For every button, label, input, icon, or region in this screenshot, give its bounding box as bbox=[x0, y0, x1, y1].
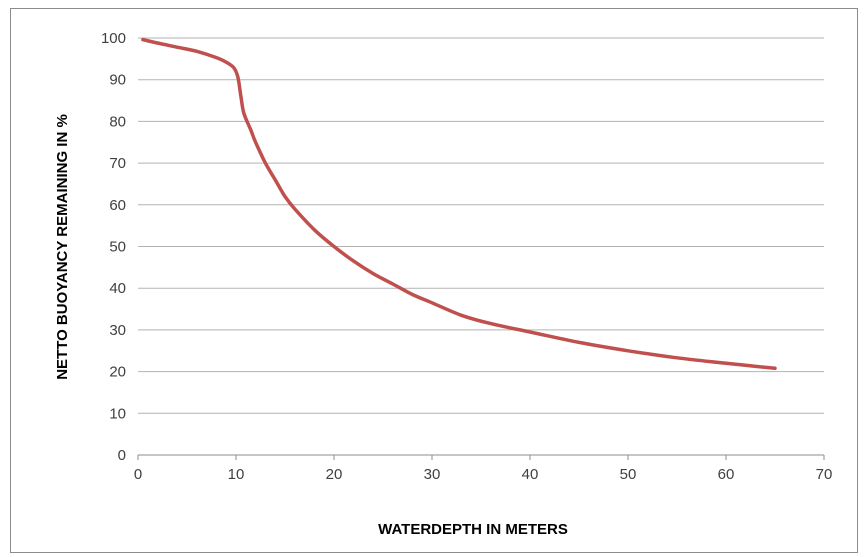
y-tick-label-40: 40 bbox=[109, 280, 126, 297]
x-tick-label-0: 0 bbox=[134, 466, 142, 483]
chart-frame: 0 10 20 30 40 50 60 70 80 90 100 0 10 20 30 40 50 60 70 WA… bbox=[10, 8, 858, 553]
y-tick-label-20: 20 bbox=[109, 364, 126, 381]
x-tick-label-20: 20 bbox=[326, 466, 343, 483]
tick-layer: 0 10 20 30 40 50 60 70 80 90 100 0 10 20 30 40 50 60 70 bbox=[101, 30, 832, 483]
y-tick-label-80: 80 bbox=[109, 113, 126, 130]
y-tick-label-30: 30 bbox=[109, 322, 126, 339]
x-tick-label-10: 10 bbox=[228, 466, 245, 483]
x-tick-label-40: 40 bbox=[522, 466, 539, 483]
y-tick-label-100: 100 bbox=[101, 30, 126, 47]
y-tick-label-0: 0 bbox=[118, 447, 126, 464]
x-tick-label-60: 60 bbox=[718, 466, 735, 483]
series-layer bbox=[141, 37, 777, 371]
y-tick-label-70: 70 bbox=[109, 155, 126, 172]
y-tick-label-60: 60 bbox=[109, 197, 126, 214]
x-tick-label-50: 50 bbox=[620, 466, 637, 483]
x-axis-title: WATERDEPTH IN METERS bbox=[378, 521, 568, 538]
grid-layer bbox=[138, 37, 824, 456]
y-tick-label-10: 10 bbox=[109, 405, 126, 422]
series-line-0 bbox=[141, 37, 777, 371]
y-axis-title: NETTO BUOYANCY REMAINING IN % bbox=[54, 114, 71, 380]
x-tick-label-30: 30 bbox=[424, 466, 441, 483]
chart-svg: 0 10 20 30 40 50 60 70 80 90 100 0 10 20 30 40 50 60 70 WA… bbox=[54, 30, 832, 538]
y-tick-label-50: 50 bbox=[109, 239, 126, 256]
y-tick-label-90: 90 bbox=[109, 72, 126, 89]
x-tick-label-70: 70 bbox=[816, 466, 833, 483]
